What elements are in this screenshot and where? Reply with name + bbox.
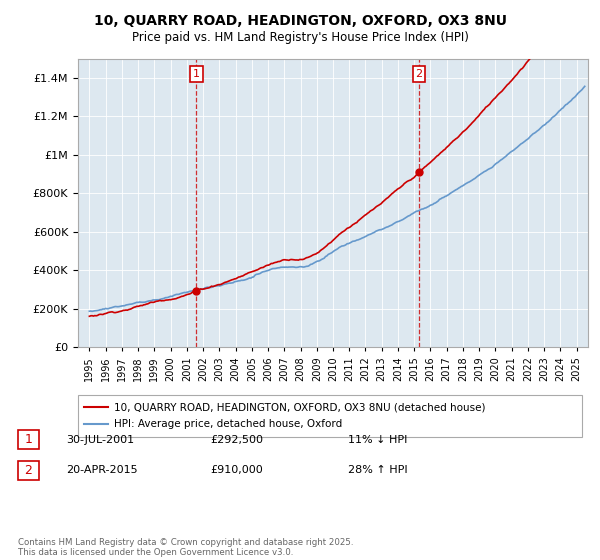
Text: 1: 1: [25, 433, 32, 446]
Text: 10, QUARRY ROAD, HEADINGTON, OXFORD, OX3 8NU (detached house): 10, QUARRY ROAD, HEADINGTON, OXFORD, OX3…: [114, 402, 485, 412]
Text: 28% ↑ HPI: 28% ↑ HPI: [348, 465, 407, 475]
Text: 11% ↓ HPI: 11% ↓ HPI: [348, 435, 407, 445]
Text: £292,500: £292,500: [210, 435, 263, 445]
Text: Contains HM Land Registry data © Crown copyright and database right 2025.
This d: Contains HM Land Registry data © Crown c…: [18, 538, 353, 557]
Text: 10, QUARRY ROAD, HEADINGTON, OXFORD, OX3 8NU: 10, QUARRY ROAD, HEADINGTON, OXFORD, OX3…: [94, 14, 506, 28]
Text: HPI: Average price, detached house, Oxford: HPI: Average price, detached house, Oxfo…: [114, 419, 342, 430]
Text: 1: 1: [193, 69, 200, 79]
Text: 2: 2: [416, 69, 422, 79]
Text: 30-JUL-2001: 30-JUL-2001: [66, 435, 134, 445]
Text: 2: 2: [25, 464, 32, 477]
Text: 20-APR-2015: 20-APR-2015: [66, 465, 137, 475]
Text: Price paid vs. HM Land Registry's House Price Index (HPI): Price paid vs. HM Land Registry's House …: [131, 31, 469, 44]
Text: £910,000: £910,000: [210, 465, 263, 475]
